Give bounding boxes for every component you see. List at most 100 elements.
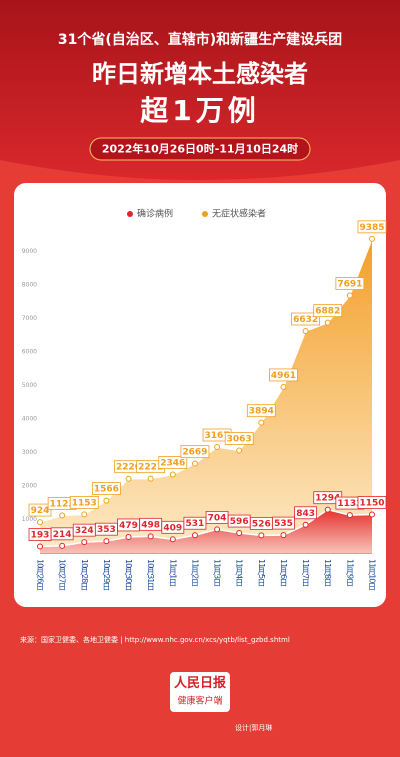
title: 超1万例: [140, 94, 259, 127]
point: [324, 319, 331, 326]
value-label: 479: [119, 521, 138, 531]
value-label: 1153: [72, 498, 97, 508]
value-label: 596: [230, 517, 249, 527]
point: [324, 506, 331, 513]
point: [191, 532, 198, 539]
x-tick-label: 10月30日: [124, 559, 133, 591]
point: [369, 235, 375, 242]
point: [258, 532, 265, 539]
y-tick-label: 4000: [22, 416, 37, 423]
header-bg: [0, 0, 400, 180]
point: [258, 419, 265, 426]
x-tick-label: 11月2日: [190, 559, 199, 587]
value-label-box: [294, 506, 318, 520]
point: [214, 526, 221, 533]
logo: 人民日报: [174, 675, 227, 690]
title: 昨日新增本土感染者: [92, 60, 308, 88]
x-tick-label: 10月28日: [80, 559, 89, 591]
x-tick-label: 10月29日: [102, 559, 111, 591]
y-tick-label: 2000: [22, 483, 37, 490]
x-tick-label: 11月3日: [213, 559, 222, 587]
x-tick-label: 11月4日: [235, 559, 244, 587]
point: [280, 532, 287, 539]
logo: 健康客户端: [177, 695, 222, 707]
point: [103, 497, 110, 504]
point: [191, 460, 198, 467]
y-tick-label: 7000: [22, 315, 37, 322]
area: [40, 509, 372, 553]
value-label: 353: [97, 525, 116, 535]
point: [169, 471, 176, 478]
point: [169, 536, 176, 543]
value-label: 1150: [359, 499, 384, 509]
value-label: 498: [141, 520, 160, 530]
value-label: 4961: [271, 371, 296, 381]
point: [346, 292, 353, 299]
date-banner: [89, 137, 311, 161]
value-label-box: [272, 516, 295, 530]
credit: 设计|郭月琳: [235, 723, 272, 732]
point: [81, 539, 88, 546]
value-label-box: [92, 482, 121, 495]
value-label: 535: [274, 519, 293, 529]
value-label: 409: [163, 523, 182, 533]
y-tick-label: 3000: [22, 449, 37, 456]
point: [125, 533, 132, 540]
logo-bg: [170, 672, 230, 712]
value-label-box: [28, 503, 52, 517]
source: 来源：国家卫健委、各地卫健委 | http://www.nhc.gov.cn/x…: [20, 635, 290, 644]
legend-label: 确诊病例: [137, 208, 173, 220]
y-tick-label: 6000: [22, 349, 37, 356]
point: [147, 475, 154, 482]
x-tick-label: 11月1日: [168, 559, 177, 587]
area: [40, 238, 372, 553]
value-label: 531: [186, 519, 205, 529]
value-label-box: [180, 445, 210, 459]
value-label-box: [357, 496, 387, 509]
subtitle: 31个省(自治区、直辖市)和新疆生产建设兵团: [58, 31, 342, 48]
value-label: 2346: [160, 458, 185, 468]
value-label: 3063: [227, 434, 252, 444]
point: [103, 538, 110, 545]
y-tick-label: 1000: [22, 516, 37, 523]
value-label-box: [335, 277, 365, 290]
value-label: 9385: [359, 223, 384, 233]
point: [369, 511, 375, 518]
value-label: 1294: [315, 494, 340, 504]
legend-dot: [127, 211, 133, 217]
point: [302, 521, 309, 528]
point: [346, 512, 353, 519]
point: [59, 512, 66, 519]
y-tick-label: 8000: [22, 282, 37, 289]
x-tick-label: 11月9日: [345, 559, 354, 587]
value-label: 924: [31, 506, 50, 516]
point: [147, 533, 154, 540]
value-label: 1123: [50, 499, 75, 509]
point: [37, 543, 43, 550]
value-label: 214: [53, 530, 72, 540]
value-label: 6632: [293, 315, 318, 325]
point: [302, 328, 309, 335]
point: [236, 447, 243, 454]
value-label: 526: [252, 519, 271, 529]
value-label: 6882: [315, 307, 340, 317]
value-label-box: [291, 312, 321, 326]
date-range: 2022年10月26日0时-11月10日24时: [102, 142, 298, 156]
point: [214, 443, 221, 450]
value-label-box: [269, 368, 298, 382]
y-tick-label: 9000: [22, 248, 37, 255]
x-tick-label: 10月31日: [146, 559, 155, 591]
value-label-box: [158, 456, 188, 469]
value-label: 2669: [182, 448, 207, 458]
value-label-box: [313, 304, 343, 318]
value-label: 2220: [116, 463, 141, 473]
value-label: 3894: [249, 407, 274, 417]
point: [59, 542, 66, 549]
point: [81, 511, 88, 518]
x-tick-label: 11月5日: [257, 559, 266, 587]
x-tick-label: 11月7日: [301, 559, 310, 587]
point: [125, 475, 132, 482]
value-label: 1566: [94, 485, 119, 495]
